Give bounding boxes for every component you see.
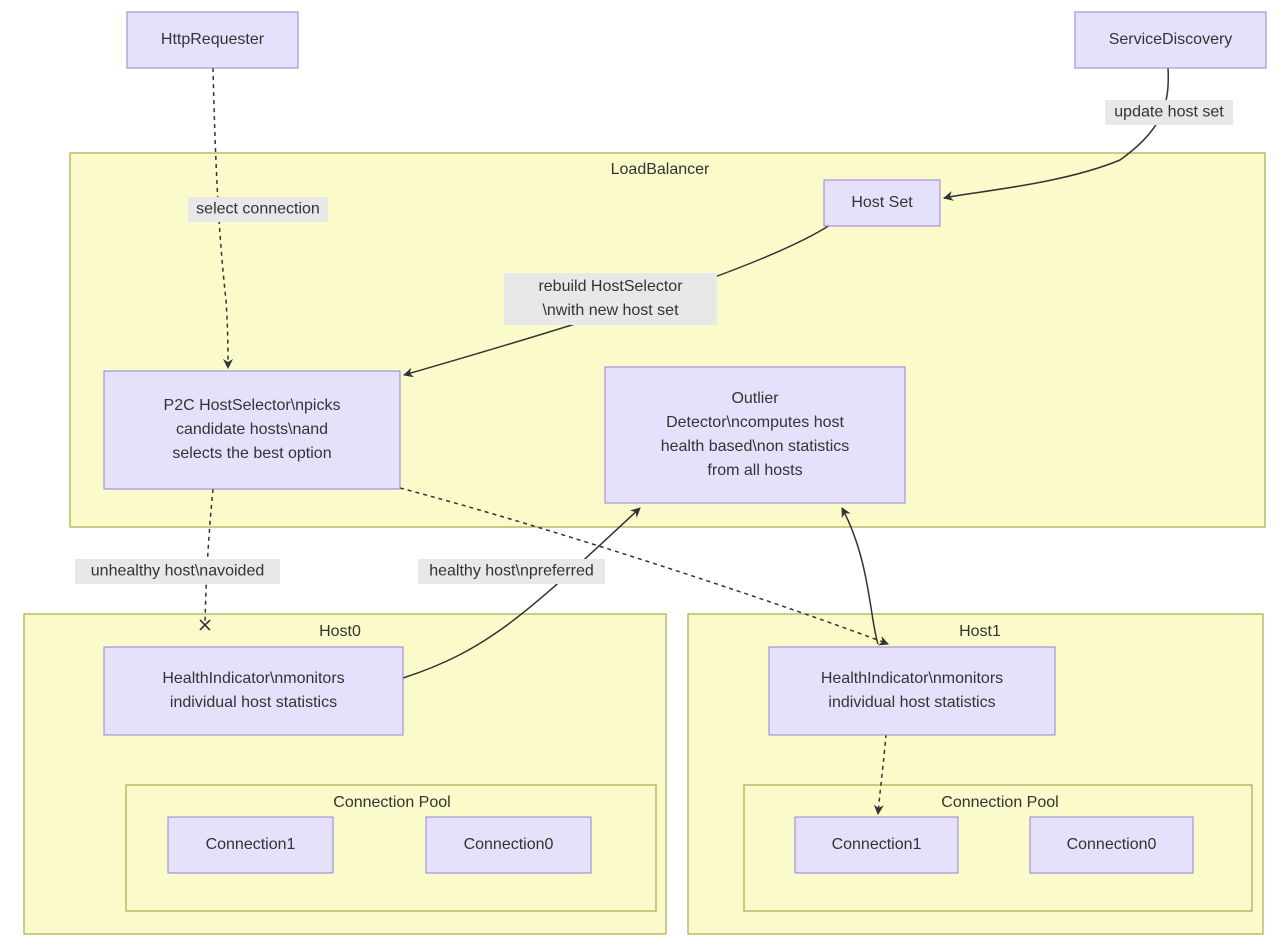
node-text: individual host statistics <box>170 694 337 711</box>
node-outlier: Outlier Detector\ncomputes host health bas… <box>605 367 905 503</box>
edge-label-4: healthy host\npreferred <box>418 559 605 584</box>
group-title: Connection Pool <box>941 794 1058 811</box>
node-text: HttpRequester <box>161 31 265 48</box>
edge-label-text: rebuild HostSelector <box>538 278 683 295</box>
edge-label-text: select connection <box>196 201 320 218</box>
node-hostSet: Host Set <box>824 180 940 226</box>
node-text: ServiceDiscovery <box>1109 31 1233 48</box>
edge-label-0: update host set <box>1105 100 1233 125</box>
node-c1_0: Connection0 <box>1030 817 1193 873</box>
node-text: P2C HostSelector\npicks <box>164 397 341 414</box>
group-title: LoadBalancer <box>611 161 710 178</box>
node-p2c: P2C HostSelector\npicks candidate hosts\n… <box>104 371 400 489</box>
edge-label-1: select connection <box>188 197 328 222</box>
node-text: selects the best option <box>172 445 331 462</box>
node-text: from all hosts <box>707 462 802 479</box>
node-text: HealthIndicator\nmonitors <box>162 670 344 687</box>
node-text: Connection1 <box>206 836 296 853</box>
group-title: Host0 <box>319 623 361 640</box>
node-svcDisc: ServiceDiscovery <box>1075 12 1266 68</box>
node-hi0: HealthIndicator\nmonitors individual host… <box>104 647 403 735</box>
node-httpReq: HttpRequester <box>127 12 298 68</box>
node-text: Detector\ncomputes host <box>666 414 844 431</box>
node-text: Connection0 <box>1067 836 1157 853</box>
edge-label-3: unhealthy host\navoided <box>75 559 280 584</box>
node-text: Outlier <box>731 390 779 407</box>
edge-label-text: healthy host\npreferred <box>429 563 594 580</box>
node-text: Connection0 <box>464 836 554 853</box>
edge-label-text: update host set <box>1114 104 1224 121</box>
node-c1_1: Connection1 <box>795 817 958 873</box>
node-text: individual host statistics <box>828 694 995 711</box>
group-title: Host1 <box>959 623 1001 640</box>
edge-label-2: rebuild HostSelector \nwith new host set <box>504 273 717 325</box>
node-text: health based\non statistics <box>661 438 850 455</box>
group-title: Connection Pool <box>333 794 450 811</box>
edge-label-text: \nwith new host set <box>542 302 679 319</box>
node-text: candidate hosts\nand <box>176 421 328 438</box>
node-c0_0: Connection0 <box>426 817 591 873</box>
node-text: Connection1 <box>832 836 922 853</box>
diagram-canvas: LoadBalancer Host0 Host1 Connection Pool Con… <box>0 0 1288 946</box>
node-c0_1: Connection1 <box>168 817 333 873</box>
node-text: Host Set <box>851 194 913 211</box>
node-hi1: HealthIndicator\nmonitors individual host… <box>769 647 1055 735</box>
edge-label-text: unhealthy host\navoided <box>91 563 264 580</box>
node-text: HealthIndicator\nmonitors <box>821 670 1003 687</box>
